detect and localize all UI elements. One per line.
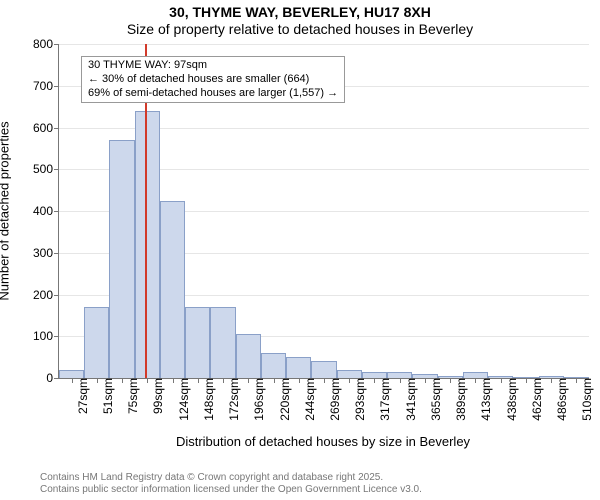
- y-axis-label: Number of detached properties: [0, 121, 12, 300]
- x-tick-mark: [97, 378, 98, 383]
- x-tick-mark: [349, 378, 350, 383]
- x-tick-mark: [551, 378, 552, 383]
- x-tick-mark: [475, 378, 476, 383]
- histogram-bar: [236, 334, 261, 378]
- x-tick-label: 365sqm: [429, 378, 443, 421]
- y-tick-label: 500: [33, 162, 59, 176]
- x-tick-label: 413sqm: [479, 378, 493, 421]
- histogram-chart: 30, THYME WAY, BEVERLEY, HU17 8XH Size o…: [0, 0, 600, 500]
- histogram-bar: [160, 201, 185, 378]
- chart-title-line2: Size of property relative to detached ho…: [0, 21, 600, 38]
- x-tick-mark: [374, 378, 375, 383]
- x-tick-mark: [324, 378, 325, 383]
- x-tick-label: 124sqm: [177, 378, 191, 421]
- footer-line2: Contains public sector information licen…: [40, 484, 422, 496]
- x-tick-mark: [173, 378, 174, 383]
- y-tick-label: 700: [33, 79, 59, 93]
- x-tick-mark: [122, 378, 123, 383]
- x-tick-mark: [400, 378, 401, 383]
- x-tick-label: 510sqm: [580, 378, 594, 421]
- y-tick-label: 200: [33, 288, 59, 302]
- chart-title-block: 30, THYME WAY, BEVERLEY, HU17 8XH Size o…: [0, 0, 600, 38]
- histogram-bar: [109, 140, 134, 378]
- x-tick-label: 462sqm: [530, 378, 544, 421]
- annotation-line1: 30 THYME WAY: 97sqm: [88, 59, 338, 73]
- x-tick-label: 172sqm: [227, 378, 241, 421]
- footer-line1: Contains HM Land Registry data © Crown c…: [40, 472, 422, 484]
- x-tick-mark: [223, 378, 224, 383]
- x-tick-mark: [147, 378, 148, 383]
- y-tick-label: 100: [33, 329, 59, 343]
- x-tick-mark: [425, 378, 426, 383]
- x-tick-label: 269sqm: [328, 378, 342, 421]
- x-tick-label: 438sqm: [505, 378, 519, 421]
- y-tick-label: 400: [33, 204, 59, 218]
- annotation-line3: 69% of semi-detached houses are larger (…: [88, 87, 338, 101]
- x-tick-mark: [501, 378, 502, 383]
- x-tick-mark: [198, 378, 199, 383]
- y-tick-label: 300: [33, 246, 59, 260]
- x-tick-mark: [72, 378, 73, 383]
- x-tick-label: 317sqm: [378, 378, 392, 421]
- histogram-bar: [135, 111, 160, 378]
- x-tick-mark: [248, 378, 249, 383]
- x-tick-mark: [274, 378, 275, 383]
- histogram-bar: [337, 370, 362, 378]
- histogram-bar: [286, 357, 311, 378]
- x-tick-mark: [526, 378, 527, 383]
- x-tick-label: 148sqm: [202, 378, 216, 421]
- x-tick-label: 486sqm: [555, 378, 569, 421]
- x-tick-label: 220sqm: [278, 378, 292, 421]
- x-tick-label: 341sqm: [404, 378, 418, 421]
- histogram-bar: [59, 370, 84, 378]
- x-tick-label: 75sqm: [126, 378, 140, 414]
- y-tick-label: 0: [46, 371, 59, 385]
- histogram-bar: [261, 353, 286, 378]
- x-tick-mark: [576, 378, 577, 383]
- x-axis-label: Distribution of detached houses by size …: [176, 434, 470, 449]
- histogram-bar: [185, 307, 210, 378]
- histogram-bar: [210, 307, 235, 378]
- x-tick-label: 196sqm: [252, 378, 266, 421]
- annotation-line2: ← 30% of detached houses are smaller (66…: [88, 73, 338, 87]
- gridline: [59, 44, 589, 45]
- histogram-bar: [84, 307, 109, 378]
- chart-title-line1: 30, THYME WAY, BEVERLEY, HU17 8XH: [0, 4, 600, 21]
- plot-area: 010020030040050060070080027sqm51sqm75sqm…: [58, 44, 589, 379]
- x-tick-label: 51sqm: [101, 378, 115, 414]
- x-tick-mark: [450, 378, 451, 383]
- x-tick-label: 293sqm: [353, 378, 367, 421]
- histogram-bar: [311, 361, 336, 378]
- x-tick-label: 389sqm: [454, 378, 468, 421]
- footer-attribution: Contains HM Land Registry data © Crown c…: [40, 472, 422, 496]
- x-tick-label: 99sqm: [151, 378, 165, 414]
- x-tick-mark: [299, 378, 300, 383]
- x-tick-label: 244sqm: [303, 378, 317, 421]
- y-tick-label: 800: [33, 37, 59, 51]
- y-tick-label: 600: [33, 121, 59, 135]
- annotation-box: 30 THYME WAY: 97sqm← 30% of detached hou…: [81, 56, 345, 103]
- x-tick-label: 27sqm: [76, 378, 90, 414]
